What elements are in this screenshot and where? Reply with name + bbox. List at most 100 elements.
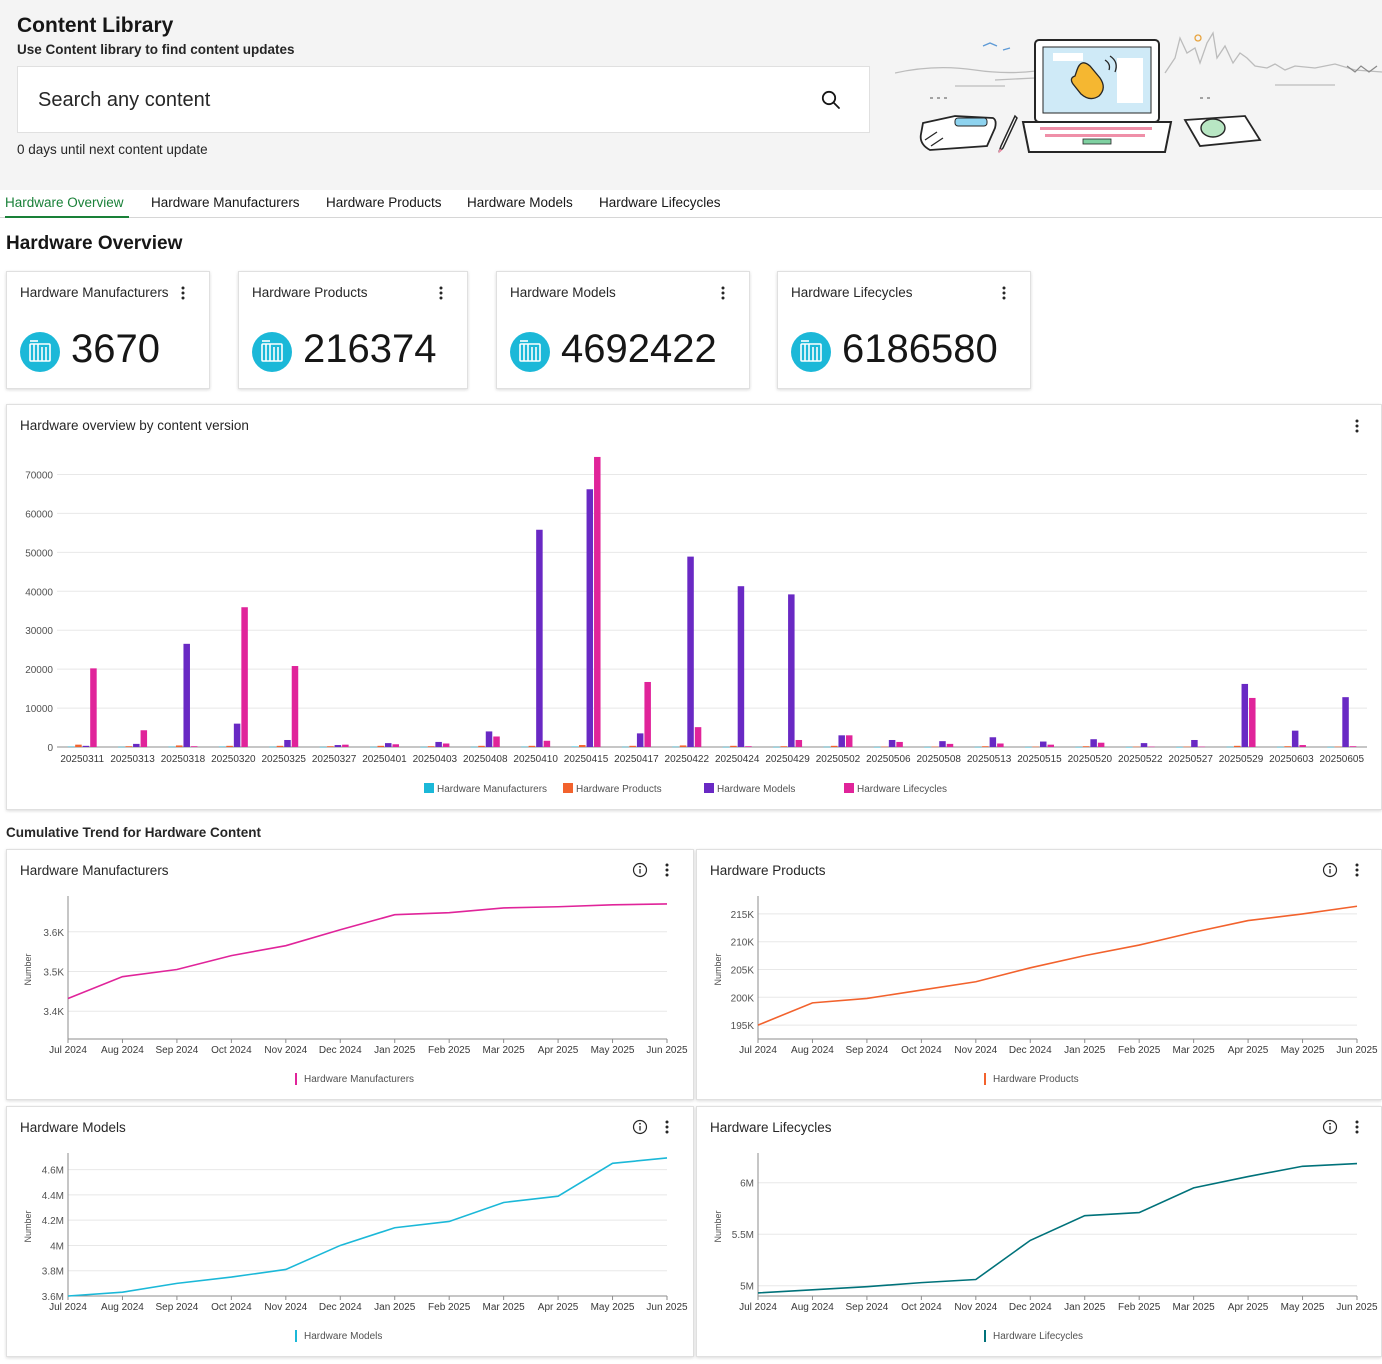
bar: [528, 745, 536, 747]
x-tick-label: 20250320: [211, 754, 256, 765]
overflow-menu-icon[interactable]: [715, 284, 731, 302]
trend-card-products: Hardware Products 195K 200K 205K 210K 215K Nu…: [696, 849, 1382, 1100]
bar: [442, 743, 450, 747]
search-input[interactable]: [38, 85, 798, 115]
bar: [997, 743, 1004, 747]
search-box[interactable]: [17, 66, 870, 133]
x-tick-label: Jul 2024: [49, 1045, 87, 1056]
bar: [536, 529, 543, 747]
info-icon[interactable]: [632, 1119, 648, 1135]
x-tick-label: Jul 2024: [739, 1302, 777, 1313]
bar: [1090, 739, 1097, 747]
search-icon[interactable]: [820, 89, 842, 111]
y-tick-label: 0: [47, 743, 53, 754]
x-tick-label: 20250506: [866, 754, 911, 765]
y-tick-label: 200K: [731, 993, 755, 1004]
bar: [118, 746, 125, 748]
bar: [168, 746, 175, 748]
hardware-icon: [252, 332, 292, 372]
x-tick-label: Sep 2024: [155, 1302, 198, 1313]
legend-label: Hardware Products: [993, 1074, 1079, 1085]
bar: [334, 745, 342, 747]
x-tick-label: Aug 2024: [791, 1302, 834, 1313]
x-tick-label: 20250502: [816, 754, 861, 765]
overflow-menu-icon[interactable]: [1349, 861, 1365, 879]
bar: [571, 746, 579, 748]
x-tick-label: Jun 2025: [646, 1045, 688, 1056]
overflow-menu-icon[interactable]: [175, 284, 191, 302]
x-tick-label: Jan 2025: [374, 1302, 416, 1313]
bar: [218, 746, 226, 748]
y-tick-label: 215K: [731, 910, 755, 921]
x-tick-label: 20250325: [261, 754, 306, 765]
overflow-menu-icon[interactable]: [433, 284, 449, 302]
tab-hardware-products[interactable]: Hardware Products: [326, 195, 442, 210]
bar: [1342, 697, 1349, 747]
bar: [730, 745, 737, 747]
bar: [931, 746, 939, 748]
y-axis-label: Number: [23, 953, 33, 985]
content-library-header: Content Library Use Content library to f…: [0, 0, 1382, 190]
x-tick-label: 20250429: [765, 754, 810, 765]
cumulative-section-title: Cumulative Trend for Hardware Content: [6, 825, 262, 840]
bar: [694, 727, 702, 747]
bar: [594, 456, 601, 747]
x-tick-label: May 2025: [1281, 1045, 1325, 1056]
info-icon[interactable]: [1322, 1119, 1338, 1135]
tab-hardware-overview[interactable]: Hardware Overview: [5, 195, 129, 218]
bar: [722, 746, 730, 748]
page-title: Content Library: [17, 14, 174, 37]
legend-swatch: [563, 783, 573, 793]
legend-swatch: [984, 1330, 986, 1342]
x-tick-label: 20250408: [463, 754, 508, 765]
overflow-menu-icon[interactable]: [1349, 417, 1365, 435]
bar: [845, 735, 853, 747]
x-tick-label: 20250410: [513, 754, 558, 765]
x-tick-label: Mar 2025: [483, 1045, 526, 1056]
bar: [1241, 683, 1249, 747]
bar: [579, 745, 586, 747]
overflow-menu-icon[interactable]: [659, 861, 675, 879]
series-line: [757, 1162, 1358, 1294]
bar: [823, 746, 830, 748]
bar: [586, 489, 594, 747]
bar: [485, 731, 493, 747]
bar: [67, 746, 75, 748]
series-line: [67, 903, 668, 1000]
x-tick-label: Jun 2025: [1336, 1045, 1378, 1056]
x-tick-label: Feb 2025: [428, 1302, 471, 1313]
tab-hardware-manufacturers[interactable]: Hardware Manufacturers: [151, 195, 300, 210]
bar: [269, 746, 276, 748]
bar: [873, 746, 881, 748]
trend-line-chart-lifecycles: 5M 5.5M 6M Number Jul 2024 Aug 2024 Sep 2024 Oc…: [713, 1153, 1378, 1342]
x-tick-label: Mar 2025: [1173, 1045, 1216, 1056]
info-icon[interactable]: [632, 862, 648, 878]
kpi-card-products: Hardware Products 216374: [238, 271, 468, 389]
y-tick-label: 60000: [25, 509, 53, 520]
x-tick-label: Feb 2025: [1118, 1302, 1161, 1313]
x-tick-label: Dec 2024: [1009, 1045, 1052, 1056]
bar: [672, 746, 679, 748]
bar: [385, 743, 392, 747]
overflow-menu-icon[interactable]: [659, 1118, 675, 1136]
info-icon[interactable]: [1322, 862, 1338, 878]
bar: [175, 745, 183, 747]
bar: [644, 681, 651, 747]
bar: [795, 739, 803, 747]
overflow-menu-icon[interactable]: [996, 284, 1012, 302]
bar: [1226, 746, 1234, 748]
tab-hardware-models[interactable]: Hardware Models: [467, 195, 573, 210]
bar: [183, 643, 190, 747]
bar: [1249, 697, 1256, 747]
x-tick-label: 20250508: [916, 754, 961, 765]
bar: [974, 746, 982, 748]
trend-line-chart-products: 195K 200K 205K 210K 215K Number Jul 2024 Aug 20…: [713, 896, 1378, 1085]
bar: [521, 746, 528, 748]
legend-label: Hardware Models: [717, 784, 795, 795]
overflow-menu-icon[interactable]: [1349, 1118, 1365, 1136]
trend-line-chart-models: 3.6M 3.8M 4M 4.2M 4.4M 4.6M Number Jul 2024 Aug …: [23, 1153, 688, 1342]
tab-hardware-lifecycles[interactable]: Hardware Lifecycles: [599, 195, 721, 210]
bar: [493, 736, 500, 747]
y-tick-label: 10000: [25, 704, 53, 715]
y-tick-label: 3.4K: [43, 1007, 64, 1018]
